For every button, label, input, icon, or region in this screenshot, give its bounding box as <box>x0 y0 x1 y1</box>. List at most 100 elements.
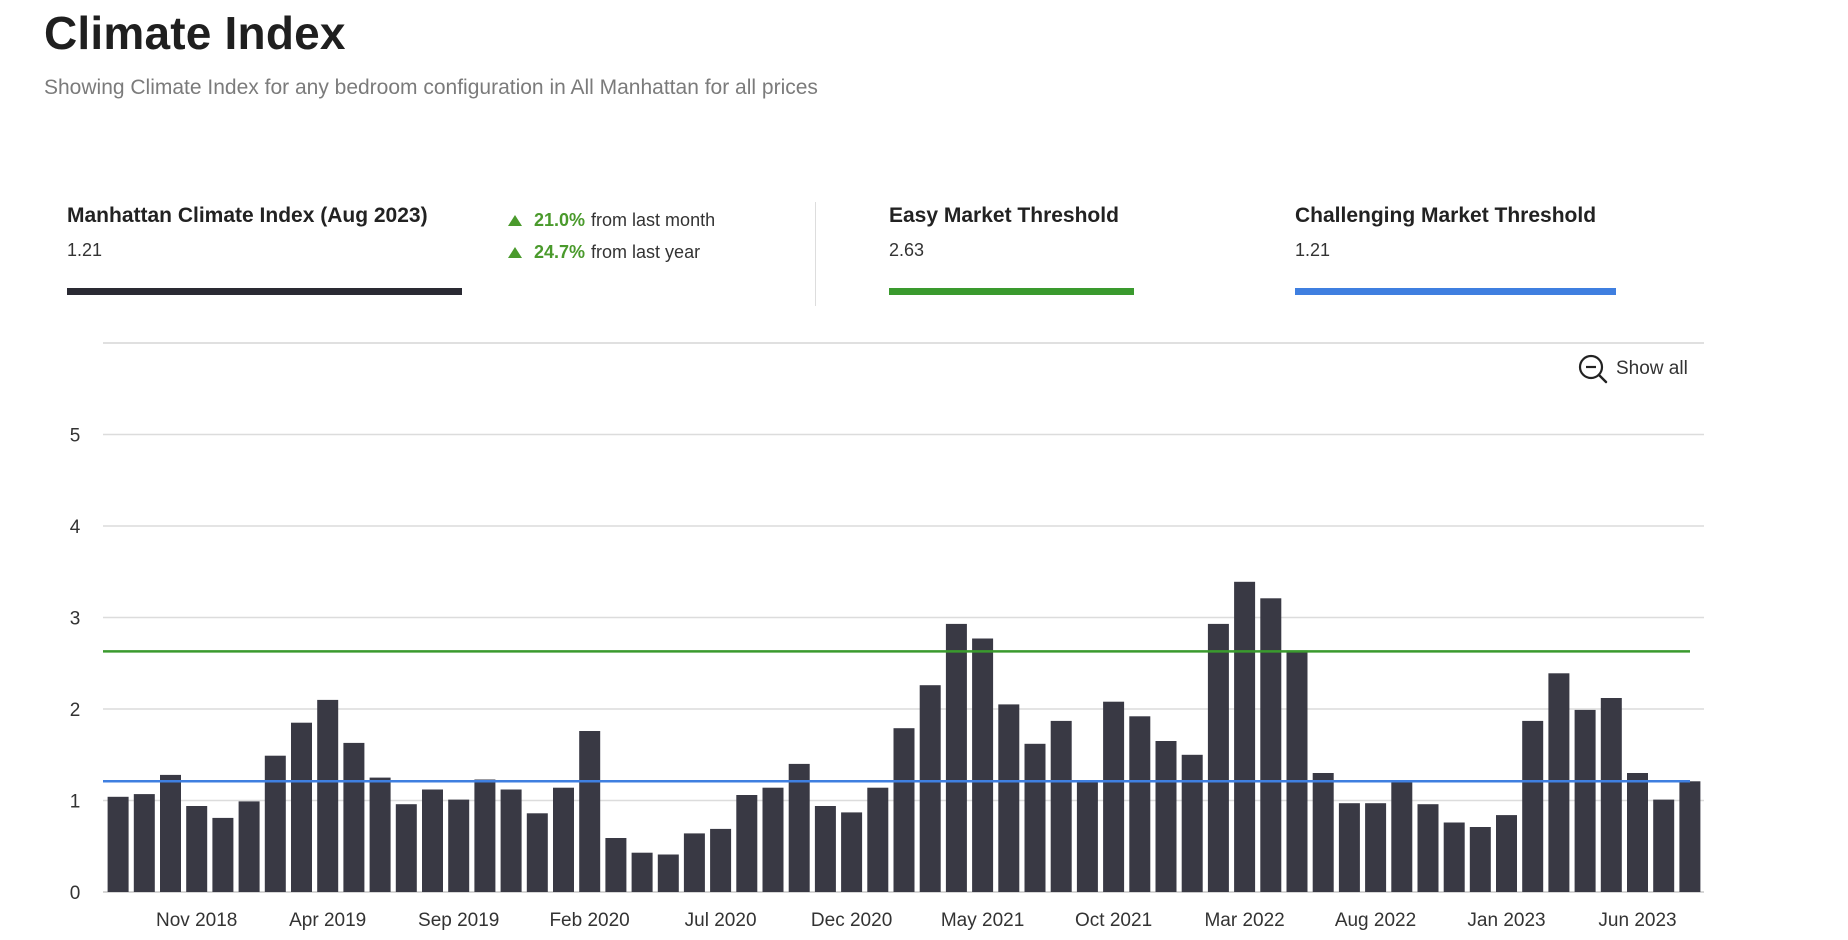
bar-oct-2020 <box>788 763 810 892</box>
bar-jul-2019 <box>395 804 417 892</box>
bar-aug-2021 <box>1050 720 1072 892</box>
bar-feb-2023 <box>1522 720 1544 892</box>
bar-nov-2021 <box>1129 716 1151 892</box>
show-all-label: Show all <box>1616 358 1688 379</box>
bar-jan-2021 <box>867 787 889 892</box>
bar-dec-2021 <box>1155 741 1177 892</box>
zoom-out-icon <box>1578 354 1608 384</box>
bar-oct-2022 <box>1417 804 1439 892</box>
up-arrow-icon <box>508 214 522 226</box>
bar-sep-2022 <box>1391 782 1413 892</box>
bar-oct-2021 <box>1103 701 1125 892</box>
x-tick-label: Feb 2020 <box>549 910 629 931</box>
bar-nov-2018 <box>186 806 208 892</box>
show-all-button[interactable]: Show all <box>1578 354 1688 384</box>
x-tick-label: Jan 2023 <box>1467 910 1545 931</box>
bar-jun-2023 <box>1627 773 1648 892</box>
bar-jun-2020 <box>683 833 705 892</box>
legend-divider <box>815 202 816 306</box>
bar-jun-2022 <box>1312 773 1334 892</box>
legend-easy-threshold: Easy Market Threshold 2.63 <box>889 204 1134 295</box>
change-row-year: 24.7% from last year <box>508 236 715 268</box>
y-tick-label: 0 <box>70 883 81 904</box>
page-title: Climate Index <box>44 7 346 59</box>
bar-dec-2018 <box>212 817 234 892</box>
change-month-pct: 21.0% <box>534 209 586 230</box>
bar-sep-2018 <box>133 794 155 892</box>
change-row-month: 21.0% from last month <box>508 204 715 236</box>
x-tick-label: Dec 2020 <box>811 910 892 931</box>
bar-feb-2021 <box>893 728 915 892</box>
bar-mar-2022 <box>1234 581 1256 892</box>
legend-challenging-title: Challenging Market Threshold <box>1295 204 1597 227</box>
x-tick-label: Jul 2020 <box>685 910 757 931</box>
bar-may-2020 <box>657 854 679 892</box>
bar-oct-2019 <box>474 779 496 892</box>
legend-easy-value: 2.63 <box>889 240 925 260</box>
bar-jan-2022 <box>1181 754 1203 893</box>
y-tick-label: 1 <box>70 792 81 813</box>
x-tick-label: Jun 2023 <box>1598 910 1676 931</box>
bar-may-2021 <box>972 638 994 892</box>
x-tick-label: Nov 2018 <box>156 910 237 931</box>
bar-aug-2018 <box>107 796 129 892</box>
bar-may-2022 <box>1286 650 1308 892</box>
bar-nov-2019 <box>500 789 522 892</box>
bar-mar-2019 <box>291 722 312 892</box>
bar-jul-2020 <box>710 828 732 892</box>
y-tick-label: 2 <box>70 700 81 721</box>
bar-dec-2019 <box>526 813 548 892</box>
legend-climate-index: Manhattan Climate Index (Aug 2023) 1.21 <box>67 204 462 295</box>
bar-jul-2021 <box>1024 743 1046 892</box>
legend-easy-swatch <box>889 288 1134 295</box>
bar-jun-2019 <box>369 777 391 892</box>
y-tick-label: 5 <box>70 426 81 447</box>
legend-climate-index-value: 1.21 <box>67 240 103 260</box>
x-tick-label: Mar 2022 <box>1204 910 1284 931</box>
bar-apr-2020 <box>631 852 653 892</box>
bar-aug-2023 <box>1679 781 1701 892</box>
bar-mar-2021 <box>919 685 941 892</box>
bar-jun-2021 <box>998 704 1020 892</box>
legend-challenging-value: 1.21 <box>1295 240 1331 260</box>
bar-jan-2023 <box>1496 815 1517 892</box>
bar-jul-2022 <box>1338 803 1360 892</box>
bar-feb-2019 <box>264 755 286 892</box>
change-summary: 21.0% from last month 24.7% from last ye… <box>508 204 715 268</box>
change-month-text: from last month <box>591 209 716 230</box>
x-tick-label: Oct 2021 <box>1075 910 1152 931</box>
bar-sep-2019 <box>448 799 470 892</box>
change-year-pct: 24.7% <box>534 241 586 262</box>
page-subtitle: Showing Climate Index for any bedroom co… <box>44 76 818 99</box>
y-tick-label: 4 <box>70 517 81 538</box>
legend-challenging-swatch <box>1295 288 1616 295</box>
legend-climate-index-swatch <box>67 288 462 295</box>
bar-aug-2020 <box>736 795 758 892</box>
bar-jan-2020 <box>553 787 574 892</box>
bar-apr-2019 <box>317 699 339 892</box>
bar-jan-2019 <box>238 801 260 892</box>
x-tick-label: Aug 2022 <box>1335 910 1416 931</box>
legend-easy-title: Easy Market Threshold <box>889 204 1119 227</box>
bar-sep-2020 <box>762 787 784 892</box>
bar-jul-2023 <box>1653 799 1675 892</box>
bar-apr-2022 <box>1260 598 1282 892</box>
bar-apr-2021 <box>945 623 967 892</box>
bar-mar-2023 <box>1548 673 1570 892</box>
bar-aug-2019 <box>422 789 443 892</box>
legend-climate-index-title: Manhattan Climate Index (Aug 2023) <box>67 204 428 227</box>
x-tick-label: Sep 2019 <box>418 910 499 931</box>
bar-dec-2020 <box>841 812 863 892</box>
legend-challenging-threshold: Challenging Market Threshold 1.21 <box>1295 204 1616 295</box>
up-arrow-icon <box>508 246 522 258</box>
bar-may-2023 <box>1600 698 1622 892</box>
bar-apr-2023 <box>1574 709 1596 892</box>
bar-mar-2020 <box>605 838 627 892</box>
bar-feb-2020 <box>579 731 601 892</box>
x-tick-label: Apr 2019 <box>289 910 366 931</box>
bar-sep-2021 <box>1076 782 1098 892</box>
x-tick-label: May 2021 <box>941 910 1024 931</box>
y-tick-label: 3 <box>70 609 81 630</box>
change-year-text: from last year <box>591 241 701 262</box>
